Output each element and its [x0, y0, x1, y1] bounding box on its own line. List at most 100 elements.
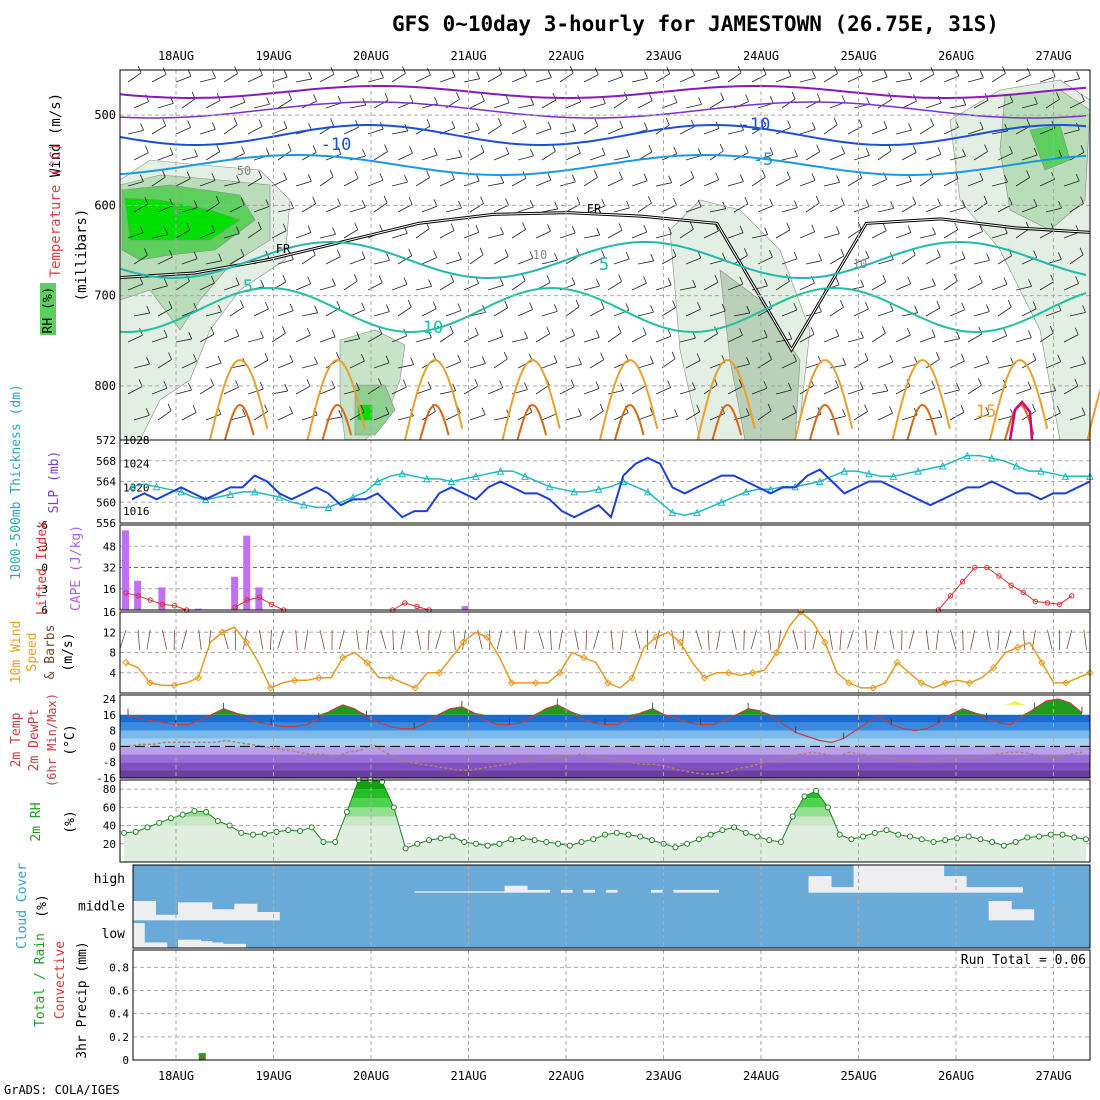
wind-barb	[415, 228, 430, 239]
wind-barb-10m	[355, 629, 360, 650]
wind-barb	[469, 363, 486, 369]
wind-barb-flag	[937, 147, 942, 155]
wind-barb-flag	[258, 170, 263, 178]
temp-tick-label: 8	[109, 725, 116, 738]
wind-barb	[751, 336, 768, 343]
wind-barb-flag	[1080, 145, 1085, 153]
wind-barb	[871, 127, 888, 135]
wind-barb	[967, 128, 984, 135]
wind-barb	[535, 333, 550, 343]
wind-barb-flag	[452, 383, 457, 391]
wind-barb	[487, 387, 503, 395]
wind-barb-flag	[1032, 301, 1037, 309]
wind-barb-flag	[961, 200, 966, 208]
wind-barb-10m	[950, 629, 957, 650]
wind-barb	[559, 386, 575, 395]
wind-barb	[925, 205, 941, 213]
lifted-index-point	[1020, 589, 1026, 595]
wind-barb	[1045, 98, 1060, 109]
cloud-fill-high	[504, 885, 517, 893]
wind-speed-point	[435, 669, 444, 677]
wind-barb	[949, 206, 966, 213]
rh-band	[124, 780, 1086, 790]
wind-barb-flag	[745, 408, 750, 416]
wind-barb-flag	[265, 148, 270, 156]
wind-barb-flag	[282, 326, 286, 334]
wind-barb	[205, 151, 220, 161]
wind-barb	[511, 338, 528, 343]
wind-barb	[391, 284, 408, 291]
wind-speed-point	[724, 669, 733, 677]
wind-speed-point	[146, 679, 154, 687]
wind-barb	[181, 258, 198, 265]
upper-air-panel: -10-10-5551015FRFR1010500500600700800Win…	[40, 65, 1100, 441]
wind-barb	[415, 388, 432, 395]
wind-barb-flag	[146, 305, 151, 314]
wind-barb-flag	[930, 118, 934, 126]
wind-barb	[823, 335, 839, 343]
cloud-fill-high	[470, 891, 483, 893]
wind-barb	[655, 233, 672, 239]
wind-barb-flag	[354, 171, 359, 179]
temp-contour-15	[891, 359, 951, 441]
wind-barb-flag	[284, 383, 289, 392]
cloud-cover-panel: high middle low Cloud Cover (%)	[15, 863, 1091, 949]
wind-barb-flag	[547, 121, 552, 129]
wind-barb-flag	[696, 353, 701, 361]
wind-barb-flag	[356, 382, 360, 391]
wind-barb	[727, 181, 744, 187]
wind-barb-flag	[1010, 357, 1015, 365]
wind-barb	[559, 181, 576, 187]
temp-contour-25	[1008, 400, 1034, 441]
wind-barb-10m	[792, 629, 799, 650]
wind-barb	[157, 154, 174, 161]
wind-barb	[493, 307, 508, 317]
wind-barb	[439, 230, 455, 239]
rh-point	[824, 804, 831, 811]
wind-barb-flag	[882, 326, 886, 334]
wind-tick-label: 8	[109, 647, 116, 660]
wind-barb-flag	[786, 171, 791, 179]
temp-tick-label: 24	[103, 693, 117, 706]
rh-panel-frame	[119, 779, 1091, 863]
contour-label: 5	[243, 277, 253, 297]
wind-barb	[943, 338, 960, 343]
wind-barb	[439, 332, 454, 343]
rh-point	[883, 827, 890, 834]
wind-barb-flag	[594, 118, 599, 127]
wind-barb-flag	[810, 327, 815, 335]
temp-area-hot	[1005, 701, 1025, 705]
wind-barb	[319, 336, 336, 343]
wind-barb-flag	[192, 405, 197, 413]
wind-barb	[535, 384, 550, 395]
wind-barb	[271, 230, 287, 239]
wind-barb-flag	[530, 97, 535, 105]
rh-point	[144, 824, 151, 831]
wind-barb-flag	[576, 248, 580, 256]
thickness-point	[300, 500, 308, 509]
rh-point	[320, 838, 327, 845]
wind-barb	[613, 156, 630, 161]
wind-barb	[997, 101, 1013, 109]
wind-barb	[679, 286, 696, 291]
wind-barb-flag	[1008, 197, 1013, 205]
cloud-fill-high	[482, 891, 494, 893]
wind-barb-flag	[1028, 279, 1032, 287]
wind-barb	[943, 229, 958, 239]
wind-barb-flag	[307, 225, 312, 233]
wind-barb-flag	[529, 251, 534, 259]
wind-barb-flag	[764, 227, 769, 235]
wind-barb-flag	[575, 299, 580, 307]
wind-barb-10m	[716, 629, 721, 650]
wind-barb-flag	[1058, 149, 1063, 158]
wind-barb	[703, 230, 719, 239]
wind-barb	[343, 229, 358, 239]
rh-point	[1059, 831, 1066, 838]
wind-barb	[709, 208, 726, 213]
wind-barb	[973, 362, 990, 369]
rh-point	[508, 836, 515, 843]
cape-bar	[243, 535, 251, 610]
rh-point	[953, 835, 960, 842]
bottom-date-label: 24AUG	[743, 1069, 779, 1083]
rh-band	[124, 807, 1086, 817]
